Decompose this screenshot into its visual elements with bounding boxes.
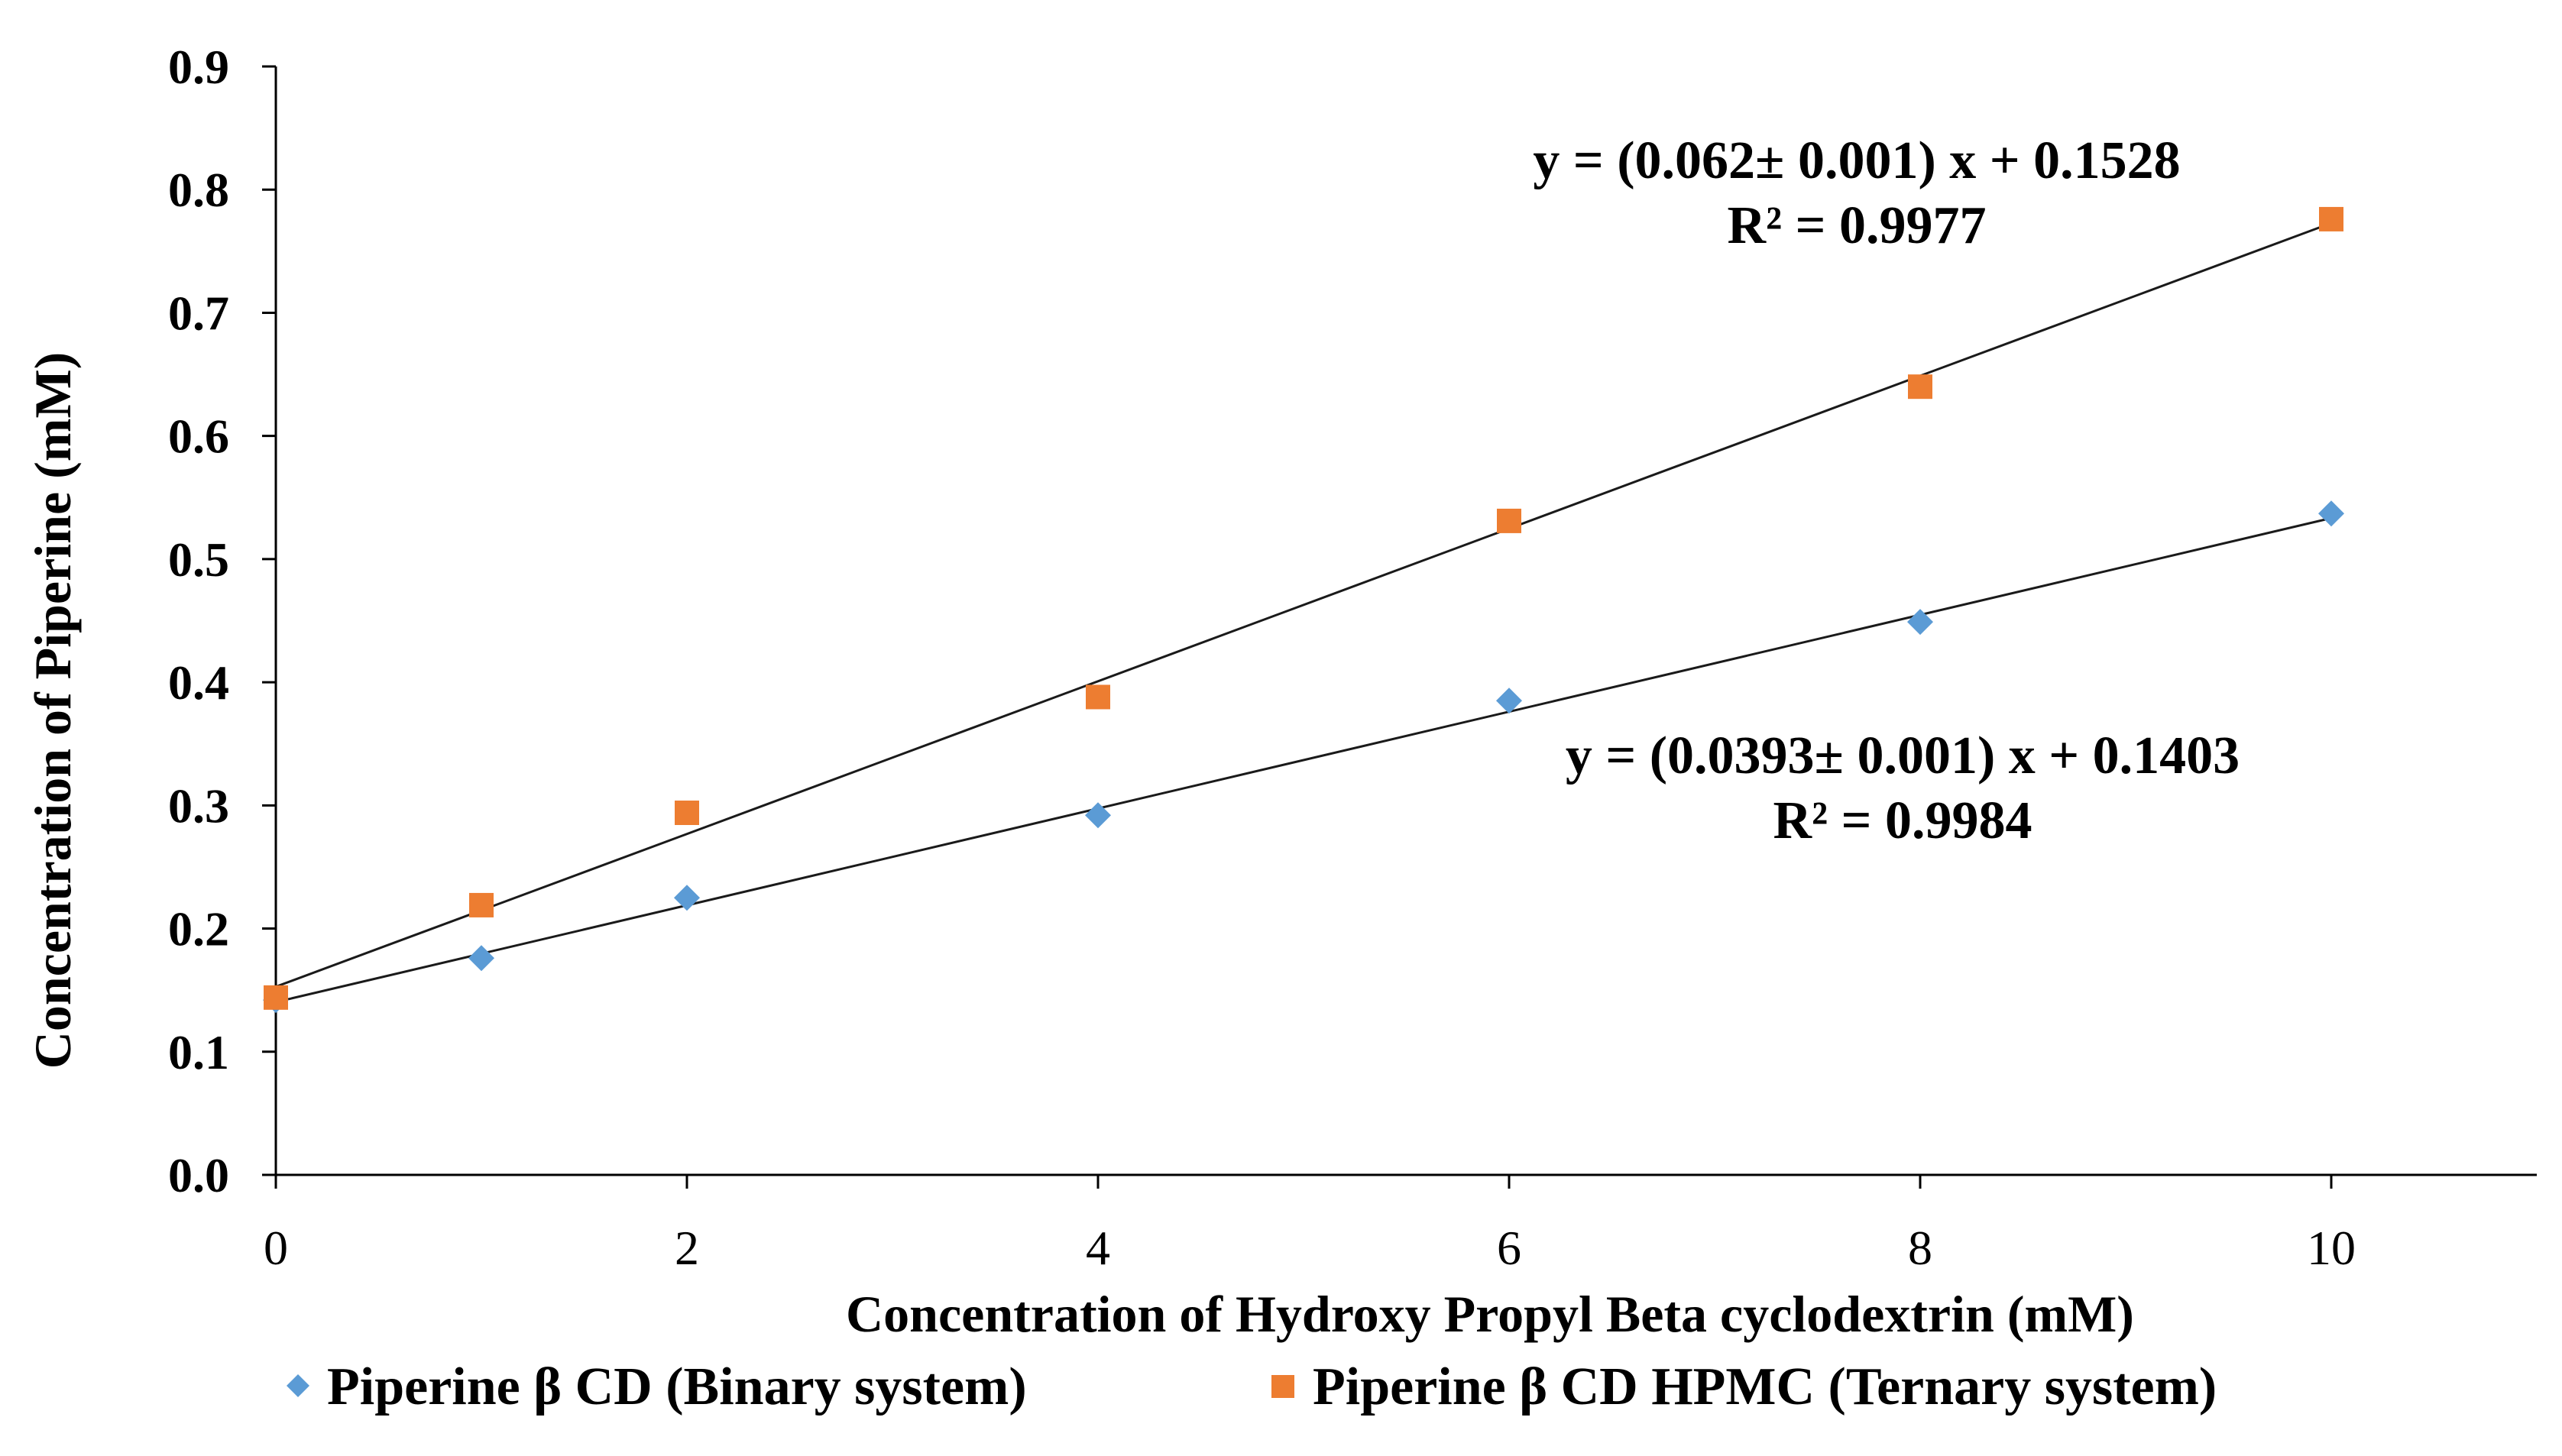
- y-axis-title: Concentration of Piperine (mM): [24, 352, 82, 1069]
- binary-data-point: [2318, 500, 2344, 527]
- y-tick-label: 0.7: [168, 286, 229, 340]
- ternary-trendline: [275, 222, 2332, 988]
- legend-binary-marker: [287, 1374, 309, 1397]
- x-axis-title: Concentration of Hydroxy Propyl Beta cyc…: [846, 1285, 2134, 1343]
- binary-data-point: [1496, 688, 1522, 714]
- x-tick-label: 4: [1086, 1221, 1110, 1275]
- binary-trendline-equation: y = (0.0393± 0.001) x + 0.1403: [1566, 726, 2240, 785]
- y-tick-label: 0.1: [168, 1025, 229, 1079]
- y-tick-label: 0.4: [168, 655, 229, 710]
- y-tick-label: 0.0: [168, 1148, 229, 1202]
- binary-data-point: [1907, 609, 1933, 636]
- ternary-trendline-r2: R² = 0.9977: [1728, 196, 1987, 255]
- y-tick-label: 0.5: [168, 532, 229, 587]
- binary-trendline-r2: R² = 0.9984: [1773, 791, 2032, 850]
- binary-data-point: [1085, 802, 1111, 829]
- ternary-trendline-equation: y = (0.062± 0.001) x + 0.1528: [1533, 131, 2180, 190]
- x-tick-label: 8: [1908, 1221, 1932, 1275]
- y-tick-label: 0.3: [168, 778, 229, 833]
- data-points: [263, 206, 2344, 1014]
- legend-ternary-marker: [1271, 1375, 1294, 1398]
- binary-data-point: [468, 945, 494, 972]
- legend-binary-label: Piperine β CD (Binary system): [327, 1357, 1027, 1416]
- x-axis-ticks: 0 2 4 6 8 10: [264, 1175, 2356, 1275]
- x-tick-label: 0: [264, 1221, 288, 1275]
- y-tick-label: 0.8: [168, 163, 229, 217]
- ternary-data-point: [1086, 684, 1110, 710]
- y-tick-label: 0.9: [168, 40, 229, 94]
- legend: Piperine β CD (Binary system) Piperine β…: [287, 1357, 2217, 1416]
- chart-axes: [274, 66, 2537, 1176]
- ternary-data-point: [1497, 508, 1521, 533]
- legend-ternary-label: Piperine β CD HPMC (Ternary system): [1313, 1357, 2217, 1416]
- y-tick-label: 0.6: [168, 409, 229, 464]
- ternary-data-point: [264, 985, 288, 1010]
- trendlines: [275, 222, 2332, 1004]
- x-tick-label: 6: [1497, 1221, 1521, 1275]
- ternary-data-point: [2319, 206, 2343, 231]
- x-tick-label: 2: [675, 1221, 699, 1275]
- y-tick-label: 0.2: [168, 902, 229, 956]
- ternary-data-point: [1908, 374, 1932, 400]
- binary-trendline: [275, 516, 2332, 1004]
- y-axis-ticks: 0.0 0.1 0.2 0.3 0.4 0.5 0.6 0.7 0.8 0.9: [168, 40, 276, 1202]
- x-tick-label: 10: [2307, 1221, 2356, 1275]
- binary-data-point: [674, 885, 700, 911]
- ternary-data-point: [675, 801, 699, 826]
- ternary-data-point: [469, 892, 494, 917]
